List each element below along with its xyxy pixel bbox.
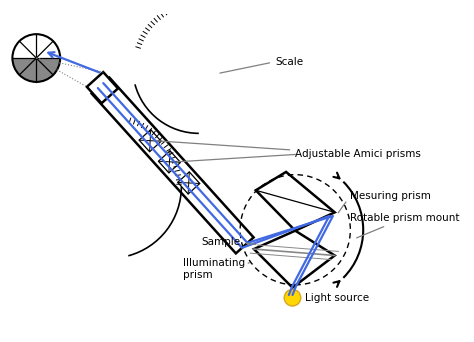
Polygon shape bbox=[158, 151, 181, 173]
Polygon shape bbox=[87, 72, 118, 103]
Text: Light source: Light source bbox=[305, 293, 369, 303]
Text: Scale: Scale bbox=[220, 57, 303, 73]
Polygon shape bbox=[178, 172, 200, 194]
Polygon shape bbox=[254, 231, 335, 288]
Text: Mesuring prism: Mesuring prism bbox=[338, 191, 431, 213]
Polygon shape bbox=[91, 78, 254, 253]
Text: Sample: Sample bbox=[201, 237, 256, 247]
Polygon shape bbox=[139, 130, 161, 152]
Polygon shape bbox=[256, 172, 335, 231]
Text: Illuminating
prism: Illuminating prism bbox=[183, 259, 249, 280]
Wedge shape bbox=[12, 58, 60, 82]
Text: Rotable prism mount: Rotable prism mount bbox=[350, 213, 460, 238]
Circle shape bbox=[284, 289, 301, 306]
Text: Adjustable Amici prisms: Adjustable Amici prisms bbox=[157, 141, 421, 159]
